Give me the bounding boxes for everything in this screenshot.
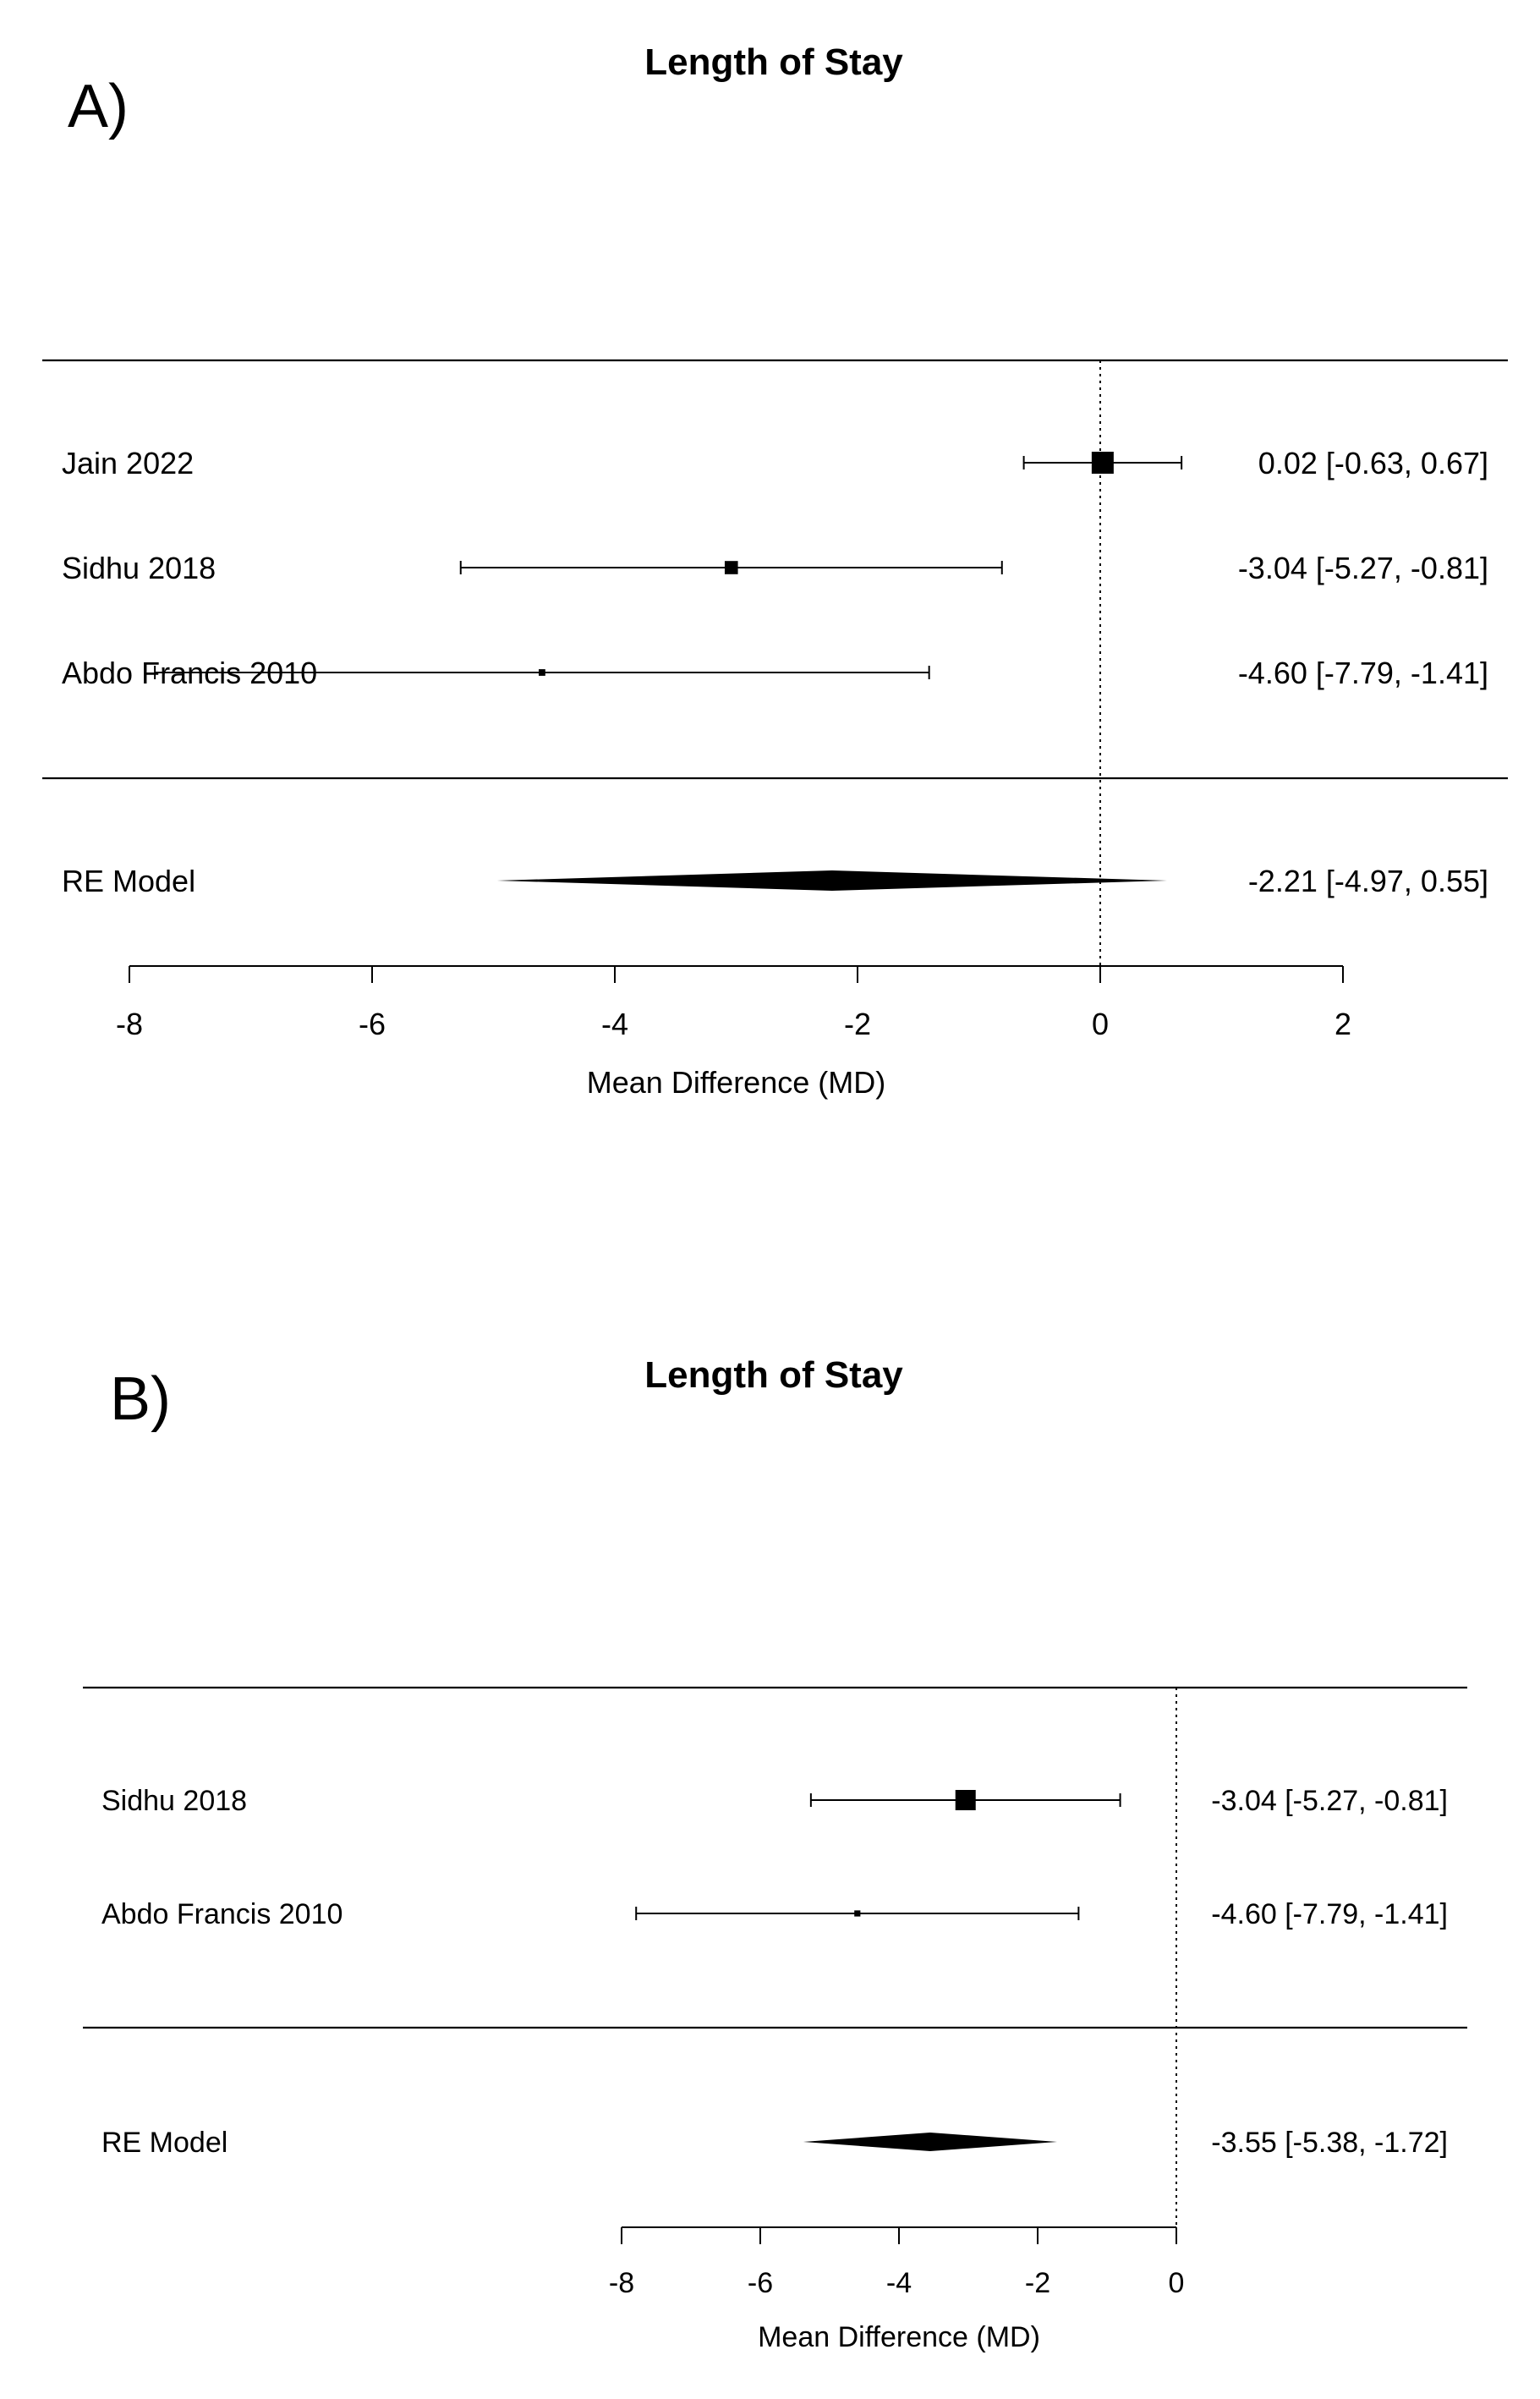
x-tick-label: -4 [601,1007,628,1041]
study-effect-label: -4.60 [-7.79, -1.41] [1238,656,1488,690]
study-name: Abdo Francis 2010 [101,1898,343,1930]
summary-diamond [803,2133,1057,2151]
point-estimate-square [724,561,738,574]
x-tick-label: -2 [844,1007,871,1041]
point-estimate-square [1091,452,1114,474]
x-axis-label: Mean Difference (MD) [587,1065,885,1100]
chart-title: Length of Stay [644,41,903,83]
study-effect-label: -3.04 [-5.27, -0.81] [1211,1785,1448,1817]
study-name: Sidhu 2018 [62,551,216,585]
study-effect-label: -4.60 [-7.79, -1.41] [1211,1898,1448,1930]
x-tick-label: -8 [609,2267,634,2299]
summary-diamond [496,870,1167,891]
study-effect-label: -3.04 [-5.27, -0.81] [1238,551,1488,585]
panel-label: A) [68,73,129,140]
x-tick-label: -2 [1025,2267,1050,2299]
x-axis-label: Mean Difference (MD) [758,2321,1040,2353]
point-estimate-square [539,669,545,676]
x-tick-label: -6 [359,1007,386,1041]
point-estimate-square [955,1790,976,1810]
panel-label: B) [110,1365,171,1433]
x-tick-label: -4 [886,2267,912,2299]
x-tick-label: -8 [116,1007,143,1041]
summary-effect-label: -3.55 [-5.38, -1.72] [1211,2127,1448,2159]
study-name: Jain 2022 [62,446,194,480]
summary-effect-label: -2.21 [-4.97, 0.55] [1248,864,1488,898]
point-estimate-square [854,1910,861,1917]
x-tick-label: 0 [1092,1007,1109,1041]
study-effect-label: 0.02 [-0.63, 0.67] [1258,446,1488,480]
x-tick-label: 2 [1334,1007,1351,1041]
x-tick-label: 0 [1169,2267,1185,2299]
x-tick-label: -6 [748,2267,773,2299]
summary-name: RE Model [101,2127,227,2159]
summary-name: RE Model [62,864,195,898]
chart-title: Length of Stay [644,1354,903,1396]
study-name: Sidhu 2018 [101,1785,247,1817]
